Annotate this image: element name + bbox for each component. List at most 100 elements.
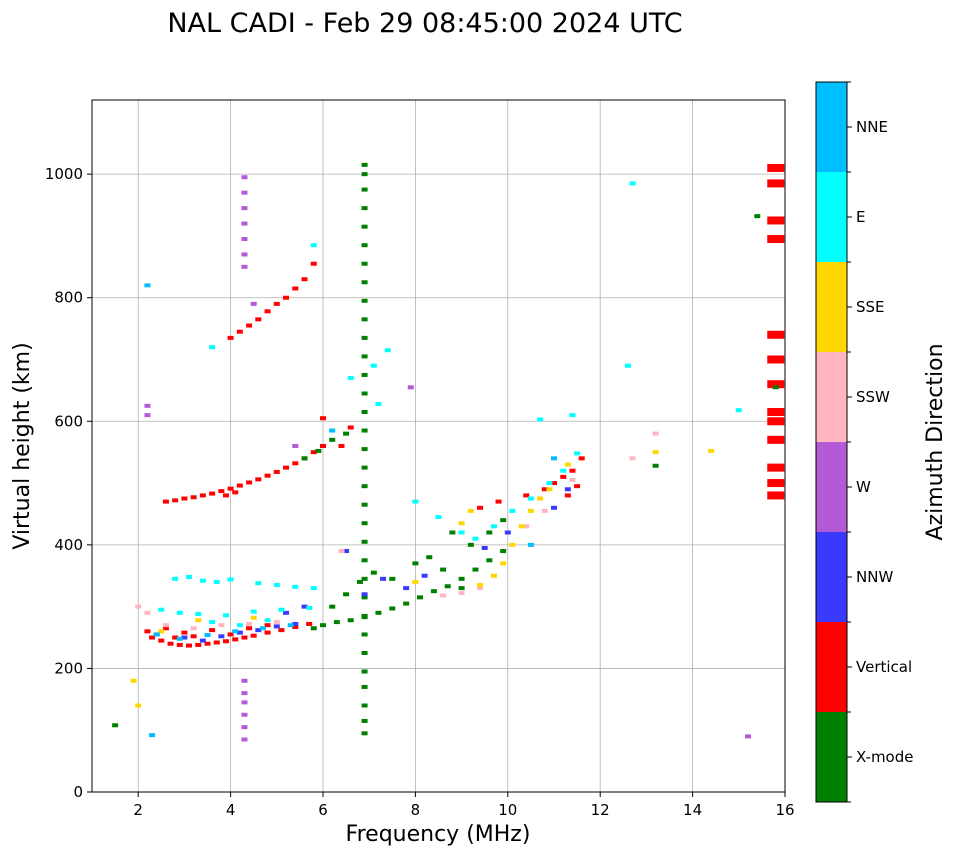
echo-point-x-mode xyxy=(389,576,396,581)
x-tick-label: 6 xyxy=(318,801,328,819)
echo-point-x-mode xyxy=(301,456,308,461)
echo-point-x-mode xyxy=(361,391,368,396)
echo-point-e xyxy=(273,583,280,588)
echo-point-nnw xyxy=(255,628,262,633)
y-axis-ticks: 0 200 400 600 800 1000 xyxy=(45,165,92,801)
echo-point-ssw xyxy=(162,623,169,628)
y-tick-label: 400 xyxy=(54,536,83,554)
echo-point-x-mode xyxy=(361,718,368,723)
x-tick-label: 4 xyxy=(226,801,236,819)
echo-point-sse xyxy=(708,448,715,453)
echo-point-w xyxy=(144,413,151,418)
echo-point-sse xyxy=(467,508,474,513)
x-tick-label: 14 xyxy=(683,801,702,819)
echo-point-x-mode xyxy=(486,558,493,563)
echo-point-e xyxy=(278,607,285,612)
echo-point-vertical xyxy=(181,496,188,501)
y-tick-label: 800 xyxy=(54,289,83,307)
echo-point-vertical xyxy=(338,444,345,448)
echo-point-e xyxy=(158,607,165,612)
echo-point-w xyxy=(407,385,414,390)
echo-point-sse xyxy=(500,561,507,566)
echo-point-x-mode xyxy=(361,447,368,452)
echo-point-vertical xyxy=(767,235,785,244)
echo-point-vertical xyxy=(264,623,271,628)
plot-background xyxy=(92,100,785,792)
echo-point-vertical xyxy=(264,473,271,478)
grid xyxy=(92,100,786,793)
echo-point-x-mode xyxy=(361,172,368,177)
echo-point-ssw xyxy=(458,591,465,596)
y-tick-label: 600 xyxy=(54,412,83,430)
echo-point-nne xyxy=(144,283,151,288)
echo-point-vertical xyxy=(181,630,188,635)
echo-point-sse xyxy=(458,521,465,526)
colorbar-title: Azimuth Direction xyxy=(923,343,948,540)
echo-point-vertical xyxy=(273,469,280,474)
echo-point-e xyxy=(574,451,581,456)
echo-point-vertical xyxy=(232,490,239,495)
echo-point-vertical xyxy=(162,626,169,631)
echo-point-e xyxy=(176,610,183,615)
echo-point-w xyxy=(144,403,151,408)
echo-point-sse xyxy=(130,678,137,683)
echo-point-nnw xyxy=(551,505,557,510)
colorbar-swatch xyxy=(816,622,847,712)
echo-point-vertical xyxy=(246,480,253,485)
echo-point-vertical xyxy=(767,408,785,417)
echo-point-vertical xyxy=(222,493,229,498)
echo-point-x-mode xyxy=(375,610,382,615)
echo-point-nne xyxy=(259,626,266,631)
echo-point-vertical xyxy=(209,628,216,633)
echo-point-e xyxy=(370,363,377,368)
x-tick-label: 8 xyxy=(411,801,421,819)
echo-point-nnw xyxy=(218,634,225,639)
echo-point-e xyxy=(209,620,216,625)
echo-point-ssw xyxy=(218,623,225,628)
echo-point-x-mode xyxy=(361,731,368,736)
echo-point-vertical xyxy=(246,626,253,631)
echo-point-w xyxy=(241,725,248,730)
echo-point-x-mode xyxy=(449,530,456,535)
echo-point-nne xyxy=(232,629,239,634)
echo-point-nne xyxy=(204,633,211,638)
colorbar-swatch xyxy=(816,352,847,442)
echo-point-nne xyxy=(527,542,534,547)
echo-point-e xyxy=(264,618,271,623)
echo-point-vertical xyxy=(292,625,299,630)
echo-point-sse xyxy=(509,542,516,547)
echo-point-ssw xyxy=(629,456,636,461)
x-axis-label: Frequency (MHz) xyxy=(346,822,531,847)
echo-point-x-mode xyxy=(361,576,368,581)
echo-point-x-mode xyxy=(361,684,368,689)
colorbar-swatch xyxy=(816,262,847,352)
echo-point-vertical xyxy=(564,493,571,498)
colorbar-swatch xyxy=(816,172,847,262)
echo-point-x-mode xyxy=(500,518,507,523)
azimuth-colorbar: X-mode Vertical NNW W SSW SSE E NNE xyxy=(815,81,913,803)
echo-point-x-mode xyxy=(417,595,424,600)
echo-point-w xyxy=(241,264,248,269)
echo-point-ssw xyxy=(144,610,151,615)
echo-point-nnw xyxy=(199,638,206,643)
echo-point-vertical xyxy=(162,499,169,504)
echo-point-vertical xyxy=(167,641,174,646)
echo-point-w xyxy=(745,734,752,739)
echo-point-e xyxy=(537,417,544,422)
x-tick-label: 12 xyxy=(591,801,610,819)
echo-point-x-mode xyxy=(440,567,447,572)
echo-point-e xyxy=(292,584,299,589)
echo-point-e xyxy=(472,536,479,541)
echo-point-vertical xyxy=(320,416,326,421)
x-axis-ticks: 2 4 6 8 10 12 14 16 xyxy=(133,792,795,819)
echo-point-vertical xyxy=(236,483,243,488)
colorbar-label: E xyxy=(856,208,865,226)
echo-point-ssw xyxy=(338,549,345,554)
echo-point-vertical xyxy=(310,261,317,266)
y-tick-label: 1000 xyxy=(45,165,83,183)
echo-point-e xyxy=(569,413,576,418)
echo-point-vertical xyxy=(767,163,785,172)
echo-point-vertical xyxy=(283,465,290,470)
colorbar-swatch xyxy=(816,712,847,802)
echo-point-e xyxy=(412,499,419,504)
